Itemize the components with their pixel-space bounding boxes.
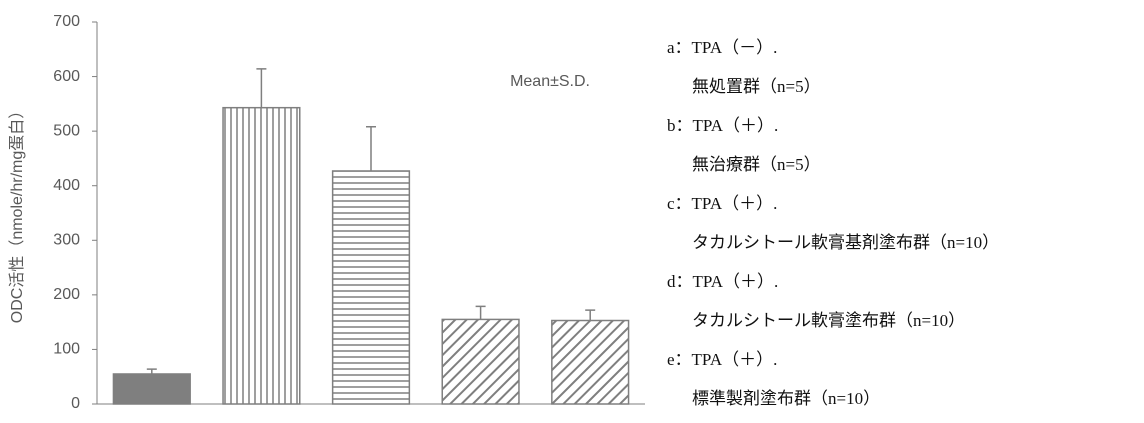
y-tick-label: 500 xyxy=(53,122,80,139)
y-tick-label: 600 xyxy=(53,68,80,85)
y-tick-label: 0 xyxy=(71,395,80,412)
error-bar xyxy=(585,309,596,321)
error-bar xyxy=(475,305,486,320)
y-tick-label: 400 xyxy=(53,177,80,194)
annotation: Mean±S.D. xyxy=(510,73,590,90)
error-bar xyxy=(256,68,267,108)
error-bar xyxy=(146,368,157,374)
note-text: 標準製剤塗布群（n=10） xyxy=(692,388,880,408)
y-tick-label: 100 xyxy=(53,341,80,358)
bar xyxy=(551,319,630,405)
note-label: c：TPA（＋）. xyxy=(667,194,777,213)
y-tick-label: 200 xyxy=(53,286,80,303)
note-label: b：TPA（＋）. xyxy=(667,116,778,135)
bar xyxy=(441,318,520,405)
note-label: a：TPA（－）. xyxy=(667,38,777,57)
y-tick-label: 700 xyxy=(53,13,80,30)
bar xyxy=(112,373,191,405)
y-axis-label: ODC活性（nmole/hr/mg蛋白） xyxy=(8,103,26,323)
y-tick-label: 300 xyxy=(53,232,80,249)
note-text: タカルシトール軟膏基剤塗布群（n=10） xyxy=(692,232,999,252)
note-label: e：TPA（＋）. xyxy=(667,350,777,369)
note-text: タカルシトール軟膏塗布群（n=10） xyxy=(692,310,965,330)
bar xyxy=(331,170,411,405)
note-text: 無治療群（n=5） xyxy=(692,155,821,174)
note-label: d：TPA（＋）. xyxy=(667,272,778,291)
note-text: 無処置群（n=5） xyxy=(692,77,821,96)
error-bar xyxy=(366,126,376,171)
bar xyxy=(222,106,301,405)
